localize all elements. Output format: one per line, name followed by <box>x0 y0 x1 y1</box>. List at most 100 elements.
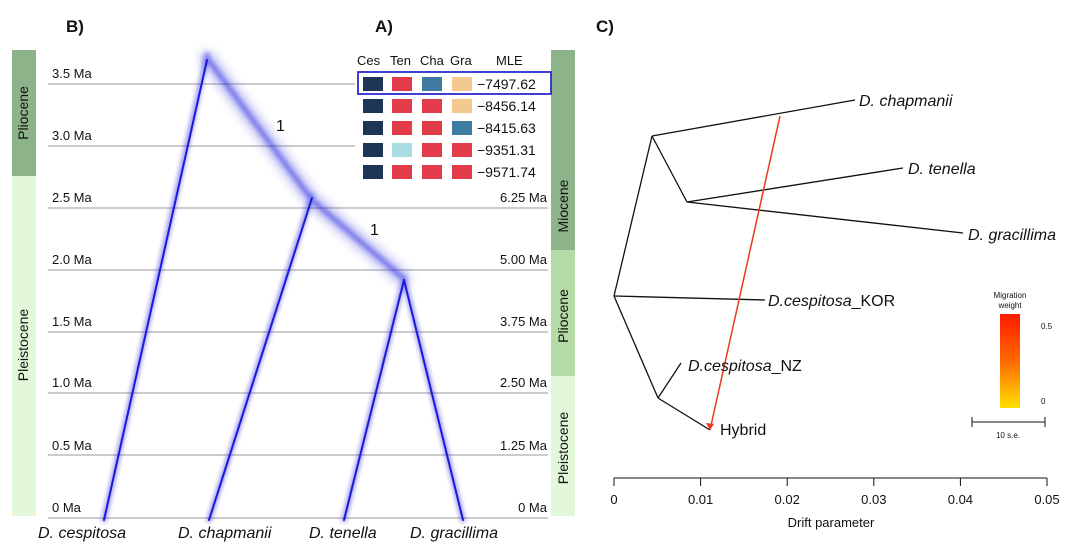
state-swatch <box>452 99 472 113</box>
right-epoch-bar-pleistocene <box>551 376 575 516</box>
best-model-highlight <box>357 71 552 95</box>
header-cha: Cha <box>420 53 445 68</box>
drift-axis-ticks: 0 0.01 0.02 0.03 0.04 0.05 <box>610 478 1060 507</box>
tip-kor-genus: D.cespitosa <box>768 293 852 310</box>
right-tick-0: 0 Ma <box>518 500 548 515</box>
tip-chapmanii-genus: D. chapmanii <box>859 93 953 110</box>
state-swatch <box>363 77 383 91</box>
time-tick-0: 0 Ma <box>52 500 82 515</box>
drift-tick-label: 0.04 <box>948 492 973 507</box>
left-epoch-label-pliocene: Pliocene <box>15 86 31 140</box>
taxon-chapmanii: D. chapmanii <box>178 525 272 542</box>
right-epoch-label-pliocene: Pliocene <box>555 289 571 343</box>
panel-b-divergence-tree: B) Pliocene Pleistocene 3.5 Ma 3.0 Ma 2.… <box>12 17 575 542</box>
time-tick-3-5: 3.5 Ma <box>52 66 93 81</box>
drift-tick-label: 0.01 <box>688 492 713 507</box>
time-tick-2-5: 2.5 Ma <box>52 190 93 205</box>
tip-hybrid: Hybrid <box>720 422 766 439</box>
state-swatch <box>363 143 383 157</box>
tip-nz-suffix: _NZ <box>771 358 802 375</box>
state-swatch <box>422 77 442 91</box>
edge-chapmanii <box>651 99 856 137</box>
tip-cespitosa-nz: D.cespitosa_NZ <box>688 358 802 375</box>
state-swatch <box>422 99 442 113</box>
header-ces: Ces <box>357 53 381 68</box>
edge-inner <box>651 135 688 203</box>
panel-c-treemix-graph: C) D. chapmanii D. tenella D. gracillima… <box>596 17 1060 530</box>
edge-hybrid <box>657 397 711 431</box>
state-swatch <box>422 165 442 179</box>
edge-tenella <box>686 167 904 203</box>
legend-max: 0.5 <box>1041 322 1053 331</box>
header-ten: Ten <box>390 53 411 68</box>
branch-gracillima <box>403 279 464 521</box>
tip-tenella: D. tenella <box>908 161 976 178</box>
tip-nz-genus: D.cespitosa <box>688 358 772 375</box>
legend-scale-label: 10 s.e. <box>996 431 1020 440</box>
mle-value: −8415.63 <box>477 120 536 136</box>
taxon-tenella: D. tenella <box>309 525 377 542</box>
right-tick-6-25: 6.25 Ma <box>500 190 548 205</box>
panel-c-label: C) <box>596 17 614 36</box>
right-epoch-bar-pliocene <box>551 250 575 376</box>
right-epoch-label-pleistocene: Pleistocene <box>555 412 571 485</box>
right-epoch-bar-miocene <box>551 50 575 250</box>
tip-cespitosa-kor: D.cespitosa_KOR <box>768 293 895 310</box>
time-tick-0-5: 0.5 Ma <box>52 438 93 453</box>
mle-value: −7497.62 <box>477 76 536 92</box>
drift-tick-label: 0 <box>610 492 617 507</box>
legend-title-line1: Migration <box>994 291 1027 300</box>
node-support-1: 1 <box>276 118 285 135</box>
state-swatch <box>363 121 383 135</box>
right-tick-1-25: 1.25 Ma <box>500 438 548 453</box>
taxon-cespitosa: D. cespitosa <box>38 525 126 542</box>
mle-row: −8415.63 <box>363 120 536 136</box>
mle-row: −7497.62 <box>363 76 536 92</box>
legend-color-scale <box>1000 314 1020 408</box>
right-tick-2-50: 2.50 Ma <box>500 375 548 390</box>
node-support-2: 1 <box>370 222 379 239</box>
legend-min: 0 <box>1041 397 1046 406</box>
state-swatch <box>363 99 383 113</box>
mle-value: −9351.31 <box>477 142 536 158</box>
state-swatch <box>392 143 412 157</box>
densitree-branches <box>101 51 466 523</box>
tip-gracillima-genus: D. gracillima <box>968 227 1056 244</box>
state-swatch <box>452 165 472 179</box>
drift-tick-label: 0.02 <box>775 492 800 507</box>
legend-title-line2: weight <box>997 301 1022 310</box>
panel-a-model-table: A) Ces Ten Cha Gra MLE −7497.62−8456.14−… <box>355 17 552 180</box>
mle-row: −9351.31 <box>363 142 536 158</box>
time-tick-1-0: 1.0 Ma <box>52 375 93 390</box>
taxon-gracillima: D. gracillima <box>410 525 498 542</box>
state-swatch <box>452 121 472 135</box>
left-epoch-label-pleistocene: Pleistocene <box>15 309 31 382</box>
right-tick-5-00: 5.00 Ma <box>500 252 548 267</box>
mle-row: −8456.14 <box>363 98 536 114</box>
state-swatch <box>392 99 412 113</box>
migration-arrowhead <box>706 423 714 430</box>
mle-row: −9571.74 <box>363 164 536 180</box>
edge-gracillima <box>686 201 964 234</box>
state-swatch <box>422 143 442 157</box>
migration-weight-legend: Migration weight 0.5 0 10 s.e. <box>971 291 1053 440</box>
tip-gracillima: D. gracillima <box>968 227 1056 244</box>
state-swatch <box>392 121 412 135</box>
tip-kor-suffix: _KOR <box>851 293 896 310</box>
right-epoch-label-miocene: Miocene <box>555 179 571 232</box>
time-tick-1-5: 1.5 Ma <box>52 314 93 329</box>
drift-axis: 0 0.01 0.02 0.03 0.04 0.05 Drift parameter <box>610 477 1060 530</box>
edge-root-down <box>613 295 659 399</box>
drift-axis-label: Drift parameter <box>788 515 875 530</box>
left-epoch-bar-pleistocene <box>12 176 36 516</box>
state-swatch <box>392 77 412 91</box>
header-gra: Gra <box>450 53 472 68</box>
tip-tenella-genus: D. tenella <box>908 161 976 178</box>
drift-tick-label: 0.05 <box>1034 492 1059 507</box>
right-tick-3-75: 3.75 Ma <box>500 314 548 329</box>
edge-kor <box>613 295 766 301</box>
migration-edge <box>709 115 781 431</box>
mle-value: −8456.14 <box>477 98 536 114</box>
state-swatch <box>363 165 383 179</box>
